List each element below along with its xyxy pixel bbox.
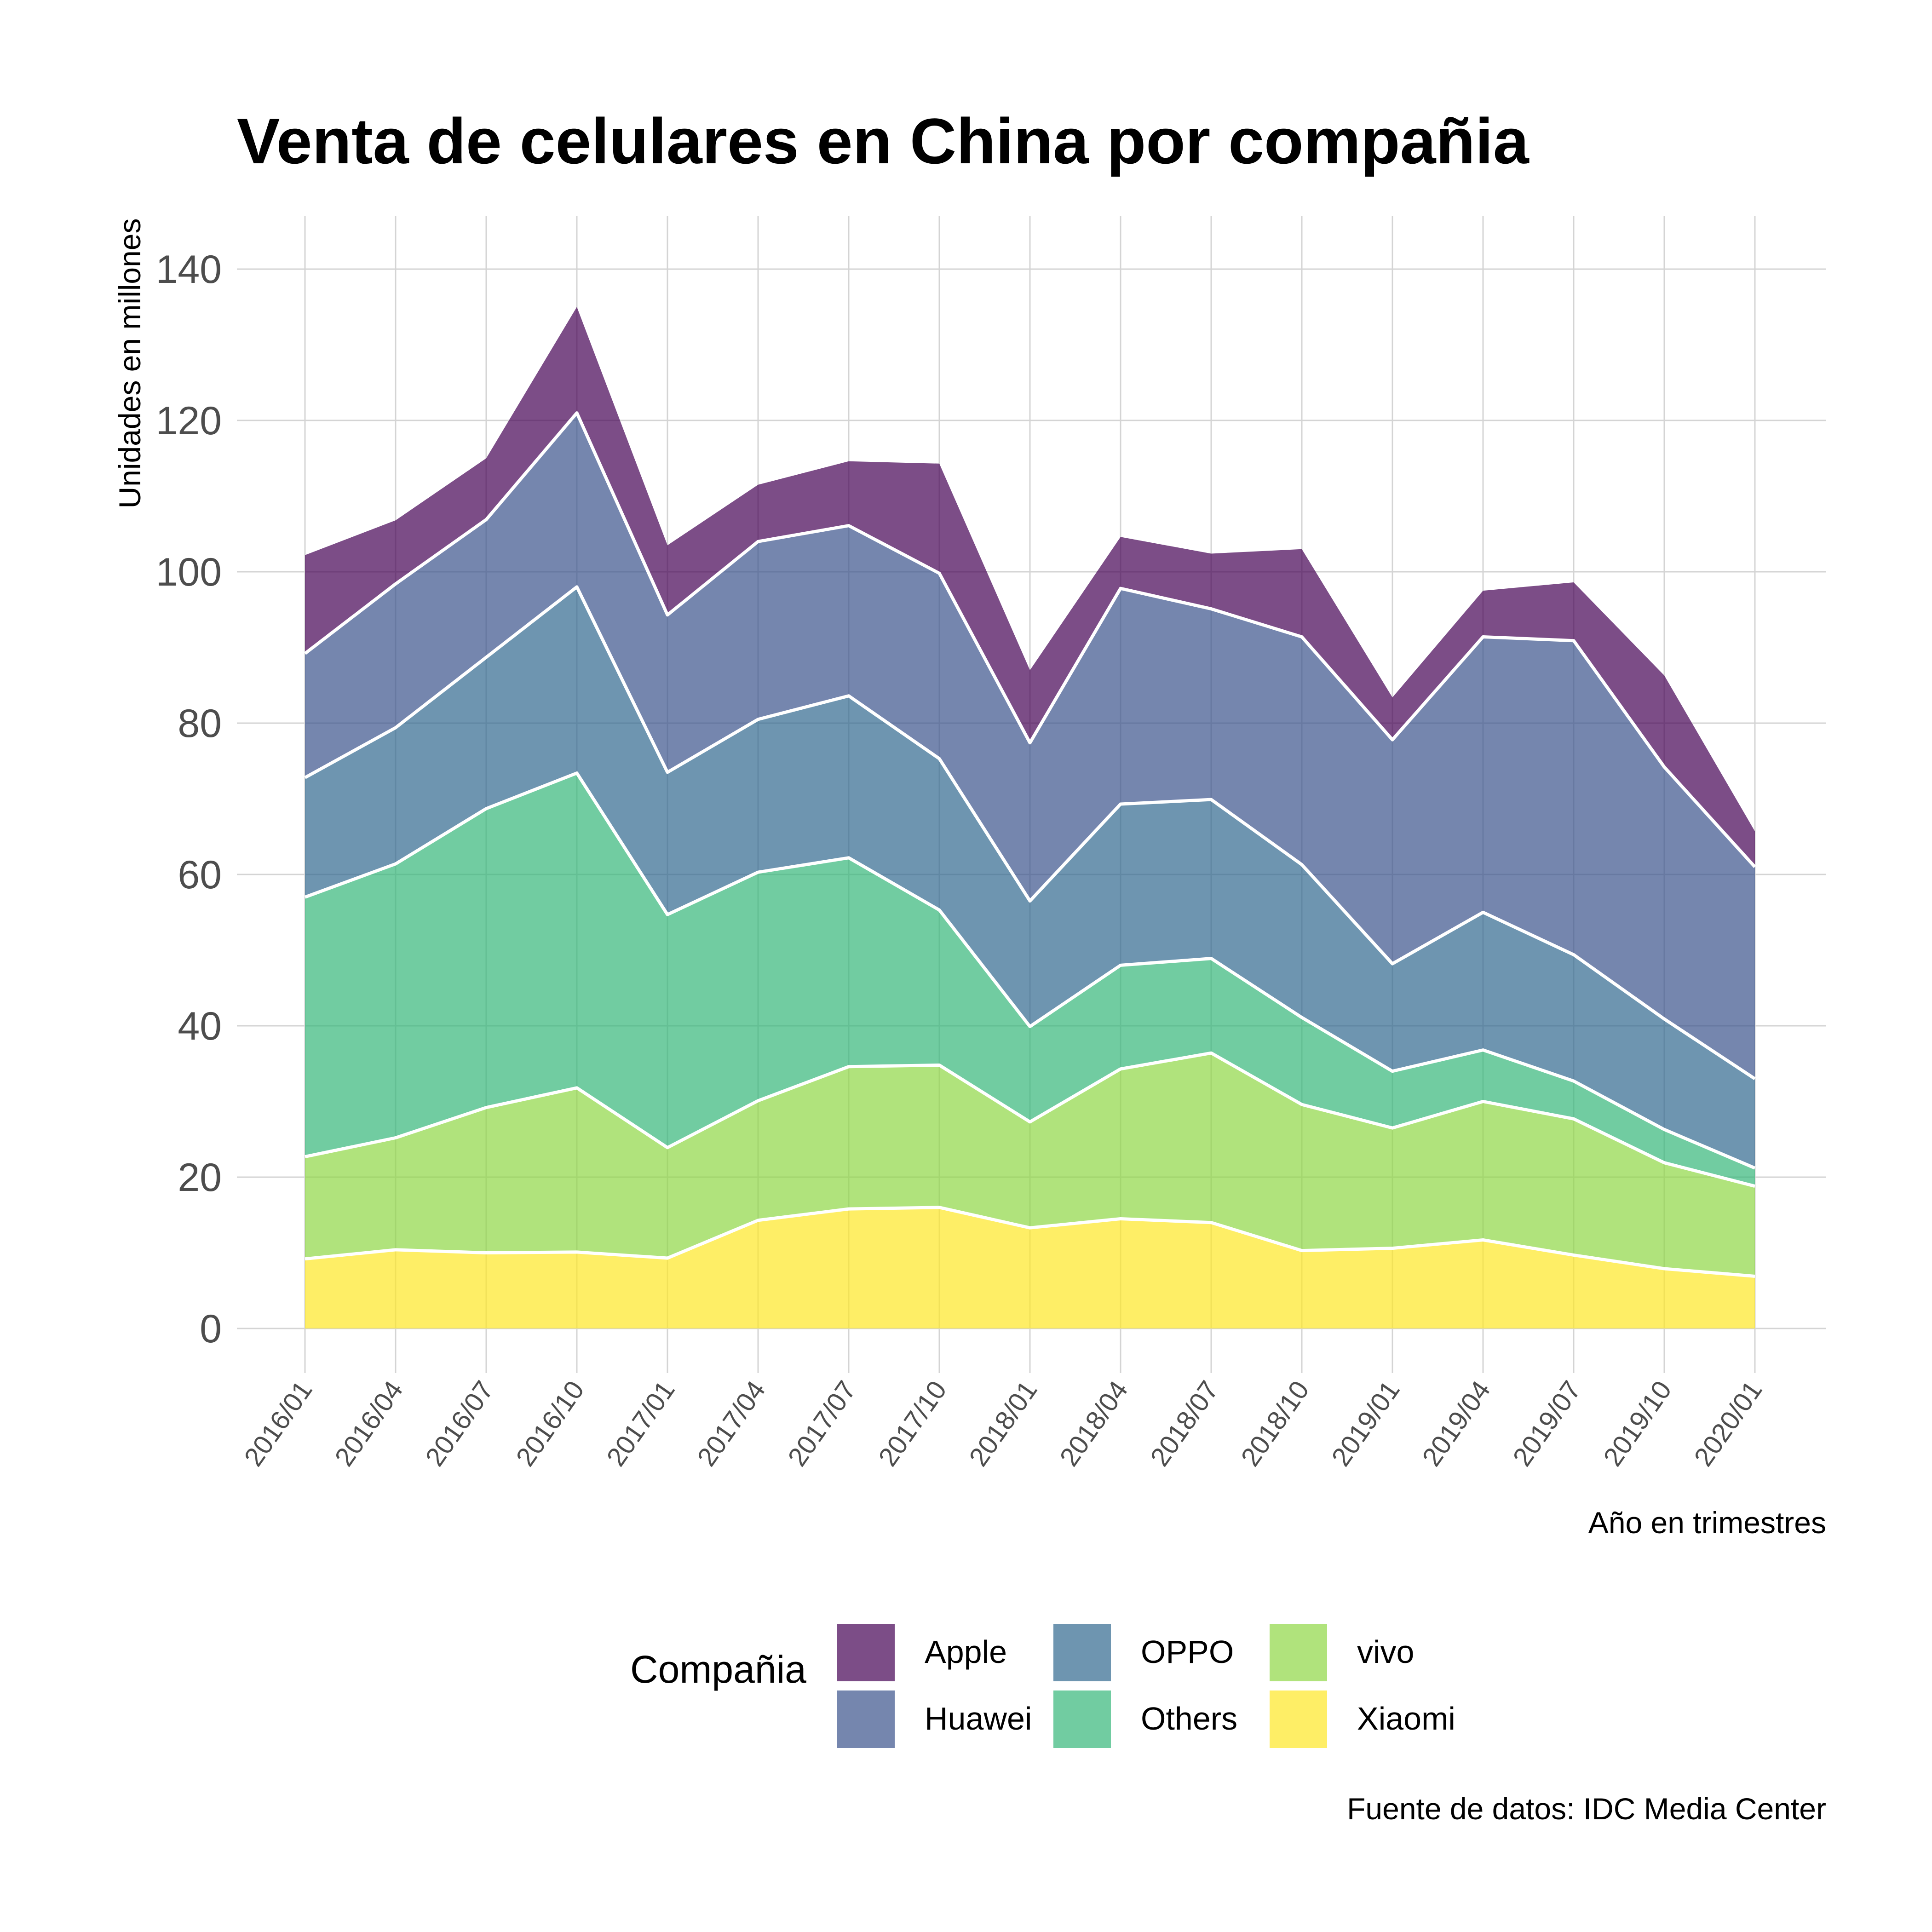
area-oppo (305, 586, 1755, 1168)
legend-item-others: Others (1053, 1690, 1237, 1748)
legend-swatch (837, 1690, 895, 1748)
x-tick-label: 2016/10 (510, 1375, 590, 1472)
y-axis: 0 20 40 60 80 100 120 140 (156, 247, 222, 1351)
series-boundaries (304, 411, 1756, 1278)
boundary-huawei (304, 411, 1756, 868)
x-axis: 2016/01 2016/04 2016/07 2016/10 2017/01 2017/… (238, 1375, 1768, 1472)
x-tick-label: 2019/07 (1507, 1375, 1587, 1472)
legend-swatch (1053, 1690, 1111, 1748)
chart-title: Venta de celulares en China por compañia (237, 105, 1530, 177)
x-tick-label: 2017/01 (601, 1375, 680, 1472)
legend-label: vivo (1357, 1634, 1414, 1670)
boundary-oppo (304, 585, 1756, 1081)
y-axis-title: Unidades en millones (113, 218, 147, 508)
legend-item-oppo: OPPO (1053, 1624, 1234, 1681)
x-tick-label: 2018/01 (963, 1375, 1043, 1472)
y-tick-label: 80 (178, 702, 222, 746)
y-tick-label: 140 (156, 247, 222, 292)
x-tick-label: 2019/04 (1416, 1375, 1496, 1472)
legend-label: Huawei (925, 1701, 1032, 1736)
x-axis-title: Año en trimestres (1588, 1506, 1826, 1540)
x-tick-label: 2017/07 (782, 1375, 862, 1472)
area-vivo (305, 1053, 1755, 1276)
x-tick-label: 2016/07 (420, 1375, 499, 1472)
legend-label: OPPO (1141, 1634, 1234, 1670)
legend-label: Xiaomi (1357, 1701, 1455, 1736)
legend-item-vivo: vivo (1270, 1624, 1414, 1681)
legend-title: Compañia (630, 1648, 806, 1691)
legend-item-huawei: Huawei (837, 1690, 1032, 1748)
legend-item-xiaomi: Xiaomi (1270, 1690, 1455, 1748)
x-tick-label: 2018/07 (1144, 1375, 1224, 1472)
legend-swatch (1270, 1690, 1327, 1748)
area-apple (305, 307, 1755, 867)
y-tick-label: 40 (178, 1004, 222, 1048)
y-tick-label: 60 (178, 853, 222, 897)
legend-swatch (1053, 1624, 1111, 1681)
legend-label: Others (1141, 1701, 1237, 1736)
x-tick-label: 2016/01 (238, 1375, 318, 1472)
x-tick-label: 2019/10 (1598, 1375, 1677, 1472)
legend-swatch (837, 1624, 895, 1681)
x-tick-label: 2016/04 (329, 1375, 408, 1472)
area-huawei (305, 413, 1755, 1079)
x-tick-label: 2017/04 (691, 1375, 771, 1472)
boundary-vivo (305, 1051, 1755, 1188)
y-tick-label: 20 (178, 1156, 222, 1200)
boundary-xiaomi (305, 1206, 1755, 1278)
x-tick-label: 2018/04 (1054, 1375, 1133, 1472)
x-tick-label: 2018/10 (1235, 1375, 1315, 1472)
legend: Compañia Apple Huawei OPPO Others vivo Xiaomi (630, 1624, 1455, 1748)
y-tick-label: 100 (156, 550, 222, 594)
caption: Fuente de datos: IDC Media Center (1347, 1792, 1826, 1826)
boundary-others (304, 771, 1756, 1170)
x-tick-label: 2019/01 (1326, 1375, 1405, 1472)
x-tick-label: 2020/01 (1688, 1375, 1768, 1472)
legend-item-apple: Apple (837, 1624, 1007, 1681)
stacked-areas (305, 307, 1755, 1328)
legend-label: Apple (925, 1634, 1007, 1670)
y-tick-label: 120 (156, 399, 222, 443)
legend-swatch (1270, 1624, 1327, 1681)
x-tick-label: 2017/10 (873, 1375, 952, 1472)
area-xiaomi (305, 1207, 1755, 1328)
area-others (305, 773, 1755, 1186)
y-tick-label: 0 (200, 1307, 222, 1351)
